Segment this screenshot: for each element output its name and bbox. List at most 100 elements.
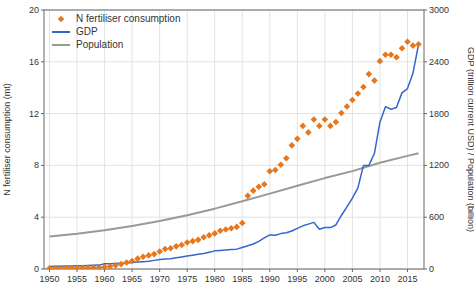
scatter-point	[178, 242, 185, 249]
y-axis-label: N fertiliser consumption (mt)	[2, 83, 12, 196]
scatter-point	[311, 116, 318, 123]
x-tick-label: 1975	[177, 274, 197, 284]
y-tick-label: 16	[29, 57, 39, 67]
scatter-point	[244, 193, 251, 200]
grid-line-x	[407, 10, 408, 269]
scatter-point	[255, 183, 262, 190]
legend-symbol	[58, 16, 65, 23]
x-tick	[324, 269, 325, 272]
grid-line-x	[352, 10, 353, 269]
y2-tick	[424, 165, 427, 166]
x-tick-label: 1985	[232, 274, 252, 284]
grid-line-y	[44, 113, 424, 114]
y2-tick-label: 3000	[429, 5, 449, 15]
scatter-point	[272, 167, 279, 174]
scatter-point	[46, 265, 53, 269]
legend-symbol	[52, 44, 70, 46]
scatter-point	[250, 187, 257, 194]
scatter-point	[289, 142, 296, 149]
scatter-point	[399, 45, 406, 52]
scatter-point	[184, 239, 191, 246]
y2-tick	[424, 113, 427, 114]
grid-line-y	[44, 217, 424, 218]
grid-line-x	[159, 10, 160, 269]
x-tick-label: 1950	[39, 274, 59, 284]
scatter-point	[52, 265, 59, 269]
scatter-point	[322, 116, 329, 123]
x-tick	[297, 269, 298, 272]
scatter-point	[189, 238, 196, 245]
scatter-point	[278, 161, 285, 168]
scatter-point	[112, 262, 119, 269]
scatter-point	[261, 181, 268, 188]
y2-tick-label: 0	[429, 264, 434, 274]
scatter-point	[145, 252, 152, 259]
x-tick-label: 1955	[67, 274, 87, 284]
x-tick-label: 1990	[260, 274, 280, 284]
y-tick-label: 20	[29, 5, 39, 15]
scatter-point	[266, 168, 273, 175]
scatter-point	[123, 259, 130, 266]
scatter-point	[355, 90, 362, 97]
legend: N fertiliser consumptionGDPPopulation	[52, 13, 180, 50]
scatter-point	[211, 230, 218, 237]
scatter-point	[305, 129, 312, 136]
x-tick-label: 1965	[122, 274, 142, 284]
y2-tick-label: 600	[429, 212, 444, 222]
y-tick-label: 4	[34, 212, 39, 222]
scatter-point	[283, 155, 290, 162]
y2-tick	[424, 269, 427, 270]
scatter-point	[344, 103, 351, 110]
x-tick-label: 2000	[315, 274, 335, 284]
x-tick-label: 1970	[150, 274, 170, 284]
x-axis: 1950195519601965197019751980198519901995…	[39, 269, 417, 284]
scatter-point	[57, 265, 64, 269]
y-tick	[41, 10, 44, 11]
scatter-point	[74, 265, 81, 269]
y2-tick-label: 1800	[429, 109, 449, 119]
scatter-point	[85, 264, 92, 269]
x-tick	[407, 269, 408, 272]
grid-line-x	[379, 10, 380, 269]
x-tick	[132, 269, 133, 272]
scatter-point	[233, 224, 240, 231]
scatter-point	[393, 54, 400, 61]
scatter-point	[338, 110, 345, 117]
data	[46, 38, 422, 269]
y-tick	[41, 61, 44, 62]
scatter-point	[217, 227, 224, 234]
y2-tick	[424, 10, 427, 11]
scatter-point	[173, 243, 180, 250]
scatter-point	[68, 265, 75, 269]
x-tick-label: 2005	[342, 274, 362, 284]
x-tick	[269, 269, 270, 272]
grid-line-x	[49, 10, 50, 269]
scatter-point	[151, 251, 158, 258]
y2-axis-label: GDP (trillion current USD) / Population …	[466, 47, 474, 232]
scatter-point	[195, 237, 202, 244]
scatter-point	[134, 255, 141, 262]
grid-line-x	[132, 10, 133, 269]
grid-line-x	[324, 10, 325, 269]
x-tick	[49, 269, 50, 272]
grid-line-x	[242, 10, 243, 269]
scatter-point	[410, 42, 417, 49]
x-tick	[242, 269, 243, 272]
x-tick-label: 1980	[205, 274, 225, 284]
scatter-point	[118, 261, 125, 268]
legend-label: GDP	[76, 26, 98, 37]
scatter-point	[349, 97, 356, 104]
x-tick	[352, 269, 353, 272]
x-tick	[214, 269, 215, 272]
x-tick-label: 1960	[95, 274, 115, 284]
legend-label: N fertiliser consumption	[76, 13, 180, 24]
scatter-point	[228, 225, 235, 232]
scatter-point	[404, 38, 411, 45]
scatter-point	[206, 232, 213, 239]
x-tick-label: 2010	[370, 274, 390, 284]
background	[0, 0, 474, 291]
plot-frame	[44, 10, 424, 269]
scatter-point	[96, 264, 103, 269]
scatter-point	[377, 58, 384, 65]
scatter-point	[222, 226, 229, 233]
